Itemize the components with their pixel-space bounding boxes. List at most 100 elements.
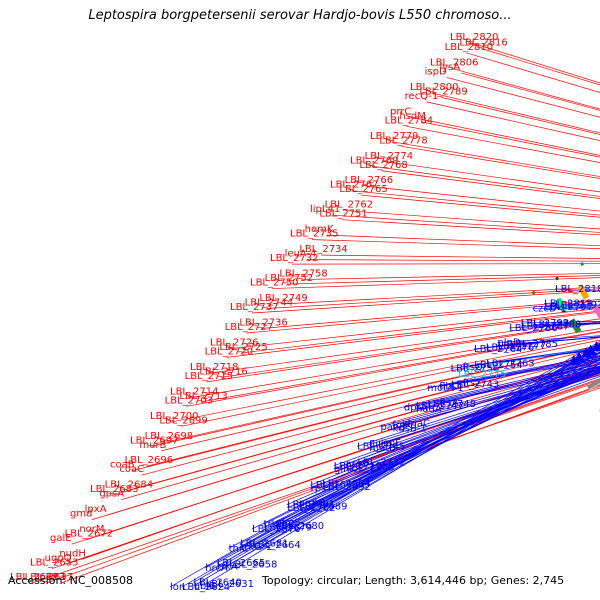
gene-label-lbl-2776: LBL_2776: [486, 342, 534, 353]
gene-label-lbl-2810: LBL_2810: [445, 42, 493, 53]
gene-label-lbl-2734: LBL_2734: [299, 244, 347, 255]
leader-line: [121, 362, 600, 501]
leader-line: [81, 378, 600, 560]
gene-label-lbl-2769: LBL_2769: [350, 155, 398, 166]
genome-summary: Topology: circular; Length: 3,614,446 bp…: [262, 574, 565, 587]
leader-line: [326, 234, 600, 247]
leader-line: [271, 277, 600, 289]
gene-label-lbl-2806: LBL_2806: [430, 57, 478, 68]
leader-line: [298, 369, 600, 504]
leader-line: [286, 275, 600, 285]
leader-line: [421, 121, 600, 158]
gene-label-ftsq: ftsQ: [462, 362, 482, 373]
gene-label-mota-1: motA-1: [427, 383, 463, 394]
feature-rings: [531, 261, 600, 420]
gene-label-rpst: rpsT: [311, 483, 334, 494]
gene-label-lbl-2693: LBL_2693: [310, 480, 358, 491]
gene-label-lbl-2747: LBL_2747: [416, 401, 464, 412]
leader-line: [186, 331, 600, 407]
gene-label-lbl-2748: LBL_2748: [428, 399, 476, 410]
gene-label-ispd: ispD: [425, 66, 447, 77]
leader-line: [381, 170, 600, 199]
leader-line: [345, 371, 600, 468]
gene-label-lbl-2708: LBL_2708: [346, 462, 394, 473]
leader-line: [275, 365, 600, 523]
gene-label-lbl-2658: LBL_2658: [229, 560, 277, 571]
gene-label-hemk: hemK: [305, 224, 334, 235]
gene-label-lbl-2696: LBL_2696: [125, 455, 173, 466]
gene-label-lbl-2820: LBL_2820: [450, 32, 498, 43]
gene-label-lbl-2756: LBL_2756: [451, 363, 499, 374]
gene-label-lbl-2787: LBL_2787: [521, 321, 569, 332]
leader-line: [166, 344, 600, 443]
gene-label-gale: galE: [50, 533, 72, 544]
leader-line: [427, 355, 600, 389]
gene-label-lbl-2736: LBL_2736: [239, 317, 287, 328]
gene-label-lbl-2751: LBL_2751: [319, 209, 367, 220]
gene-label-coac: coaC: [119, 464, 144, 475]
leader-line: [261, 299, 600, 329]
gene-label-lbl-2725: LBL_2725: [219, 342, 267, 353]
leader-line: [61, 384, 600, 584]
gene-label-lbl-2800: LBL_2800: [410, 82, 458, 93]
gene-label-lbl-2613: LBL_2613: [10, 572, 58, 583]
gene-label-lbl-2679: LBL_2679: [264, 522, 312, 533]
leader-line: [31, 387, 600, 584]
gene-label-lbl-2727: LBL_2727: [225, 322, 273, 333]
gene-label-kdsb-1: kdsB-1: [393, 423, 427, 434]
leader-line: [191, 328, 600, 398]
gene-label-lbl-2640: LBL_2640: [193, 578, 241, 589]
gene-label-hsdm: hsdM: [399, 111, 426, 122]
leader-line: [266, 288, 600, 309]
gene-label-lbl-2718: LBL_2718: [190, 362, 238, 373]
gene-label-trka: trkA: [217, 561, 238, 572]
leader-line: [333, 369, 600, 467]
gene-label-lbl-2699: LBL_2699: [159, 415, 207, 426]
leader-line: [392, 368, 600, 429]
gene-label-flil: fliL: [369, 440, 384, 451]
gene-label-dnac: dnaC: [404, 419, 430, 430]
leader-line: [298, 367, 600, 507]
leader-line: [361, 194, 600, 218]
gene-label-lbl-2745: LBL_2745: [357, 441, 405, 452]
gene-label-lbl-2631: LBL_2631: [206, 579, 254, 590]
gene-label-lbl-2689: LBL_2689: [299, 501, 347, 512]
gene-label-lbl-2700: LBL_2700: [150, 411, 198, 422]
gene-label-lbl-2692: LBL_2692: [322, 482, 370, 493]
leader-line: [446, 77, 600, 118]
gene-label-lbl-2716: LBL_2716: [199, 366, 247, 377]
gene-label-lbl-2793: LBL_2793: [555, 300, 600, 311]
gene-label-gmd: gmd: [70, 509, 92, 520]
leader-line: [333, 367, 600, 470]
leader-line: [331, 214, 600, 233]
gene-label-lbl-2732: LBL_2732: [270, 253, 318, 264]
leader-line: [310, 368, 600, 486]
gene-label-lbl-2744: LBL_2744: [245, 298, 293, 309]
gene-label-lbl-2664: LBL_2664: [252, 540, 300, 551]
gene-label-lbl-2797: LBL_2797: [544, 302, 592, 313]
gene-label-lbl-2684: LBL_2684: [105, 480, 153, 491]
leader-line: [380, 374, 600, 444]
leader-line: [161, 347, 600, 452]
gene-label-lbl-2735: LBL_2735: [290, 229, 338, 240]
gene-label-lon: lon: [170, 582, 185, 593]
leader-line: [322, 371, 600, 484]
gene-label-lbl-2774: LBL_2774: [365, 151, 413, 162]
leader-line: [286, 365, 600, 506]
leader-line: [450, 358, 600, 386]
leader-line: [201, 330, 600, 403]
gene-label-lbl-2694: LBL_2694: [322, 479, 370, 490]
leader-line: [357, 376, 600, 463]
leader-line: [171, 337, 600, 423]
gene-label-lbl-2743: LBL_2743: [451, 380, 499, 391]
leader-line: [415, 363, 600, 407]
leader-line: [111, 359, 600, 496]
leader-line: [371, 165, 600, 197]
leader-line: [356, 368, 600, 447]
gene-label-lbl-2719: LBL_2719: [334, 461, 382, 472]
gene-label-lbl-2789: LBL_2789: [419, 86, 467, 97]
leader-line: [211, 318, 600, 374]
gene-label-lbl-2750: LBL_2750: [250, 278, 298, 289]
gene-label-lbl-2637: LBL_2637: [25, 572, 73, 583]
